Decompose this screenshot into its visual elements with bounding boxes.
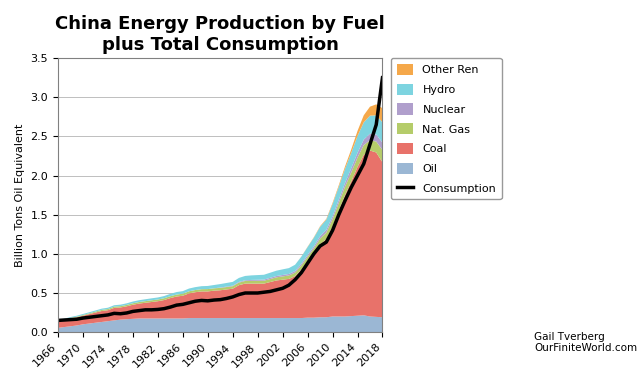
Text: Gail Tverberg
OurFiniteWorld.com: Gail Tverberg OurFiniteWorld.com (534, 332, 637, 353)
Line: Consumption: Consumption (58, 78, 383, 320)
Consumption (379, 75, 387, 80)
Consumption (248, 291, 255, 295)
Y-axis label: Billion Tons Oil Equivalent: Billion Tons Oil Equivalent (15, 123, 25, 267)
Consumption (260, 290, 268, 295)
Consumption (304, 261, 312, 266)
Consumption (241, 291, 249, 295)
Title: China Energy Production by Fuel
plus Total Consumption: China Energy Production by Fuel plus Tot… (56, 15, 385, 54)
Consumption (141, 308, 149, 312)
Legend: Other Ren, Hydro, Nuclear, Nat. Gas, Coal, Oil, Consumption: Other Ren, Hydro, Nuclear, Nat. Gas, Coa… (391, 58, 502, 199)
Consumption (341, 198, 349, 203)
Consumption (54, 318, 62, 323)
